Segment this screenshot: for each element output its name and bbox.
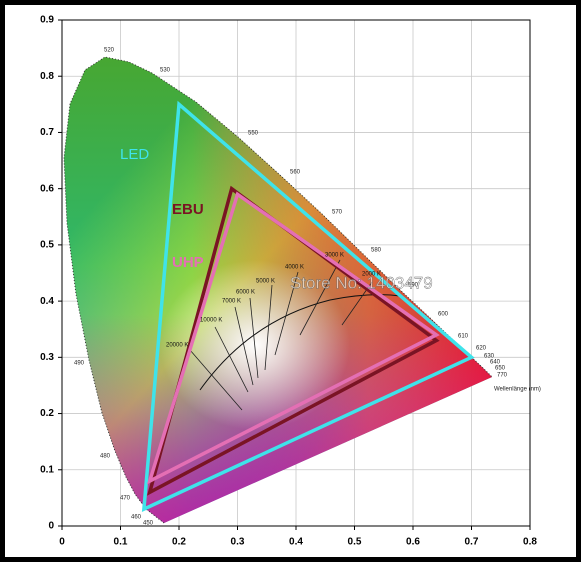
cct-label: 4000 K (285, 265, 304, 271)
cct-label: 7000 K (222, 299, 241, 305)
wavelength-label: 570 (332, 210, 343, 216)
watermark: Store No: 1403479 (290, 273, 433, 292)
gamut-label: LED (120, 146, 149, 163)
y-tick-label: 0.9 (40, 15, 54, 26)
wavelength-label: 640 (490, 360, 501, 366)
wavelength-label: 490 (74, 361, 85, 367)
y-tick-label: 0.2 (40, 408, 54, 419)
wavelength-label: 450 (143, 521, 154, 527)
wavelength-label: 610 (458, 334, 469, 340)
y-tick-label: 0.4 (40, 296, 54, 307)
wavelength-label: 460 (131, 515, 142, 521)
gamut-triangle (141, 100, 475, 512)
wavelength-label: 650 (495, 366, 506, 372)
wavelength-label: 520 (104, 48, 115, 54)
plot-layer: LED EBU UHP 520 530 550 560 570 580 590 600 610 620 6… (74, 48, 508, 527)
cct-label: 5000 K (256, 279, 275, 285)
x-tick-label: 0.6 (406, 537, 420, 548)
wavelength-label: 630 (484, 354, 495, 360)
y-tick-label: 0.3 (40, 352, 54, 363)
x-tick-label: 0.4 (289, 537, 303, 548)
wavelength-label: 550 (248, 131, 259, 137)
x-tick-label: 0.5 (348, 537, 362, 548)
cct-label: 20000 K (166, 343, 188, 349)
cct-label: 6000 K (236, 290, 255, 296)
y-tick-label: 0.1 (40, 464, 54, 475)
wavelength-label: 580 (371, 248, 382, 254)
gamut-triangle (146, 191, 440, 485)
x-tick-label: 0.2 (172, 537, 186, 548)
wavelength-label: 560 (290, 170, 301, 176)
wavelength-label: 590 (408, 283, 419, 289)
x-tick-label: 0.7 (465, 537, 479, 548)
cct-label: 3000 K (325, 253, 344, 259)
wavelength-label: 770 (497, 373, 508, 379)
axis-note: Wellenlänge (nm) (494, 387, 541, 393)
cct-label: 10000 K (200, 318, 222, 324)
y-tick-label: 0.6 (40, 183, 54, 194)
y-tick-label: 0.8 (40, 71, 54, 82)
y-tick-label: 0 (48, 521, 54, 532)
isotherms (189, 259, 373, 411)
gamut-label: EBU (172, 201, 204, 218)
wavelength-label: 600 (438, 312, 449, 318)
x-tick-label: 0.1 (114, 537, 128, 548)
y-tick-label: 0.5 (40, 240, 54, 251)
x-tick-label: 0.3 (231, 537, 245, 548)
gamut-label: UHP (172, 254, 204, 271)
wavelength-label: 530 (160, 68, 171, 74)
x-tick-label: 0.8 (523, 537, 537, 548)
wavelength-label: 480 (100, 454, 111, 460)
spectral-locus (63, 56, 493, 524)
wavelength-label: 470 (120, 496, 131, 502)
wavelength-label: 620 (476, 346, 487, 352)
cct-label: 2000 K (362, 272, 381, 278)
y-tick-label: 0.7 (40, 127, 54, 138)
x-tick-label: 0 (59, 537, 65, 548)
